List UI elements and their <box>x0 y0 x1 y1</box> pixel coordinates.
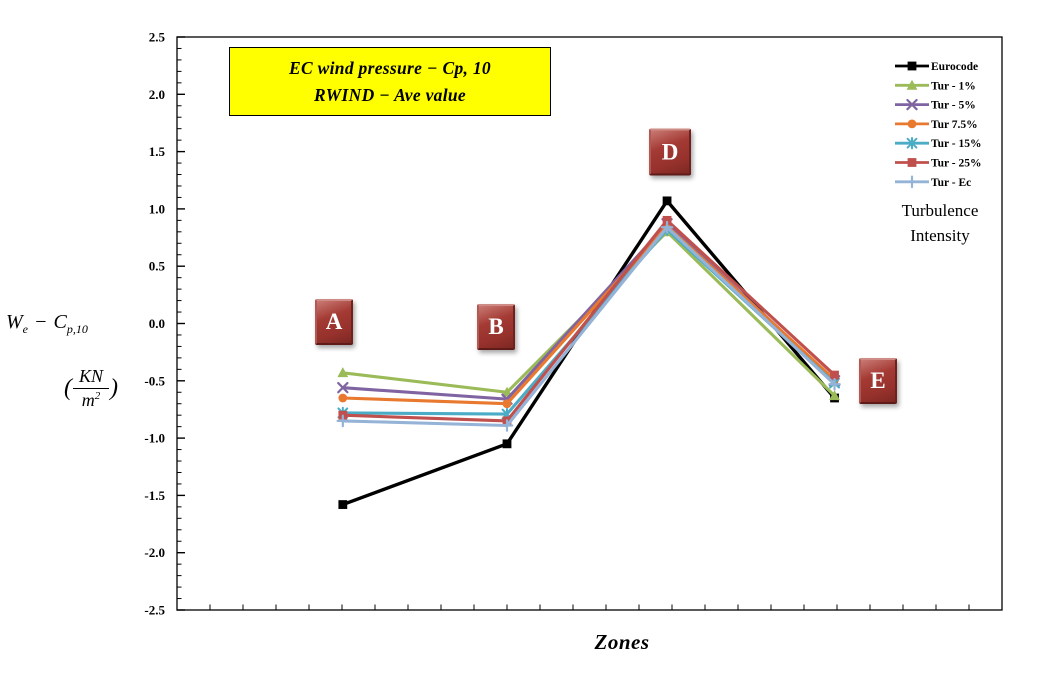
legend-label: Eurocode <box>931 61 978 73</box>
y-axis-unit: ( KN m2 ) <box>64 366 119 411</box>
marker-tur-ec-a <box>336 414 350 428</box>
legend-label: Tur - 25% <box>931 158 982 170</box>
legend-entry-eurocode: Eurocode <box>895 61 978 73</box>
legend-label: Tur - 15% <box>931 138 982 150</box>
marker-tur-25-d <box>662 215 672 225</box>
marker-eurocode-d <box>662 196 672 206</box>
legend-marker-eurocode <box>907 61 917 71</box>
legend-label: Tur - Ec <box>931 177 971 189</box>
legend-marker-tur-7-5 <box>907 119 917 129</box>
legend-entry-tur-5: Tur - 5% <box>895 98 976 112</box>
y-tick-label: -2.0 <box>144 545 165 560</box>
marker-tur-25-e <box>830 370 839 380</box>
legend-marker-tur-5 <box>906 98 918 111</box>
legend-marker-tur-25 <box>907 158 917 167</box>
legend-label: Tur 7.5% <box>931 119 978 131</box>
y-tick-label: 2.0 <box>149 87 165 102</box>
legend-marker-tur-15 <box>906 137 918 150</box>
legend-label: Tur - 1% <box>931 80 976 92</box>
zone-badge-e: E <box>859 358 897 404</box>
legend-title: Turbulence Intensity <box>901 201 979 245</box>
y-tick-label: -2.5 <box>144 603 165 618</box>
y-tick-label: -1.0 <box>144 431 165 446</box>
y-tick-label: 1.5 <box>149 144 166 159</box>
annotation-box: EC wind pressure − Cp, 10 RWIND − Ave va… <box>229 47 551 116</box>
annotation-line2: RWIND − Ave value <box>314 84 466 105</box>
series-line-tur-25 <box>341 218 837 423</box>
y-axis-label: We − Cp,10 <box>6 311 88 336</box>
annotation-line1: EC wind pressure − Cp, 10 <box>289 58 491 79</box>
series-line-tur-7-5 <box>341 224 837 406</box>
marker-eurocode-a <box>338 500 348 509</box>
zone-badge-b: B <box>477 304 515 350</box>
marker-tur-5-a <box>337 381 349 394</box>
zone-badge-letter: E <box>870 368 886 393</box>
marker-tur-ec-e <box>828 377 841 391</box>
x-axis-label: Zones <box>594 630 650 654</box>
legend-marker-tur-ec <box>905 175 919 189</box>
y-tick-label: -1.5 <box>144 488 165 503</box>
y-tick-label: 0.0 <box>149 316 165 331</box>
series-line-tur-ec <box>341 225 837 428</box>
marker-tur-ec-b <box>500 419 514 432</box>
y-tick-label: 2.5 <box>149 30 166 45</box>
legend-entry-tur-7-5: Tur 7.5% <box>895 119 978 131</box>
marker-tur-7-5-a <box>338 393 348 403</box>
legend-entry-tur-ec: Tur - Ec <box>895 175 971 189</box>
marker-tur-ec-d <box>660 220 674 234</box>
marker-tur-1-e <box>829 390 840 401</box>
legend-entry-tur-15: Tur - 15% <box>895 137 982 150</box>
marker-tur-1-a <box>337 367 349 378</box>
y-tick-label: -0.5 <box>144 373 165 388</box>
legend-entry-tur-1: Tur - 1% <box>895 79 976 92</box>
series-line-eurocode <box>341 199 837 507</box>
y-tick-label: 0.5 <box>149 259 166 274</box>
legend-entry-tur-25: Tur - 25% <box>895 158 982 170</box>
marker-tur-7-5-b <box>502 399 512 409</box>
legend-marker-tur-1 <box>906 79 918 90</box>
zone-badge-letter: A <box>325 309 343 334</box>
legend-label: Tur - 5% <box>931 100 976 112</box>
zone-badge-letter: D <box>661 139 679 164</box>
unit-fraction: KN m2 <box>73 366 110 411</box>
zone-badge-d: D <box>649 128 691 176</box>
zone-badge-a: A <box>315 299 353 345</box>
y-tick-label: 1.0 <box>149 201 165 216</box>
marker-eurocode-b <box>502 439 512 449</box>
zone-badge-letter: B <box>488 314 504 339</box>
